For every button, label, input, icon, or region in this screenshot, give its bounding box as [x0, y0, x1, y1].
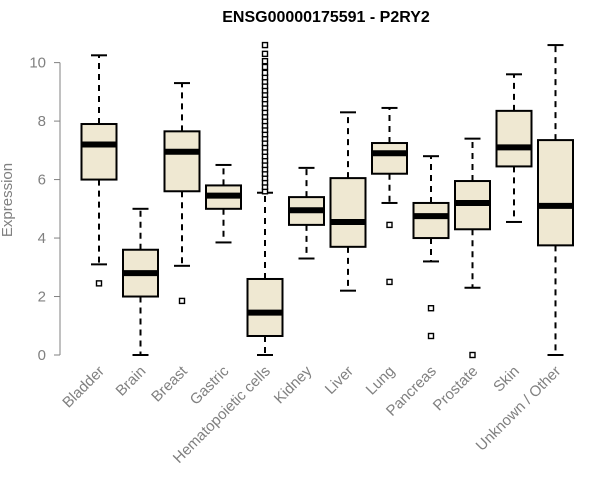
- x-tick-label: Brain: [113, 363, 150, 400]
- outlier-point: [178, 297, 186, 305]
- outlier-point: [386, 221, 393, 229]
- x-tick-label: Lung: [363, 363, 399, 399]
- y-axis: 0 2 4 6 8 10: [29, 55, 61, 364]
- y-axis-label: Expression: [0, 163, 16, 237]
- iqr-box: [163, 130, 201, 193]
- box-breast: [163, 82, 201, 305]
- x-tick-label: Liver: [322, 363, 357, 398]
- outlier-point: [261, 69, 269, 77]
- box-hematopoietic-cells: [246, 41, 284, 356]
- iqr-box: [495, 109, 533, 168]
- box-gastric: [205, 163, 242, 244]
- y-tick-label: 10: [29, 55, 46, 72]
- x-tick-label: Bladder: [59, 363, 108, 412]
- iqr-box: [412, 201, 450, 240]
- box-liver: [329, 111, 367, 292]
- outlier-point: [261, 57, 269, 65]
- outlier-point: [261, 63, 269, 71]
- box-brain: [122, 207, 159, 356]
- box-prostate: [454, 137, 491, 359]
- box-bladder: [80, 54, 118, 287]
- box-pancreas: [412, 155, 450, 340]
- chart-title: ENSG00000175591 - P2RY2: [222, 9, 430, 26]
- y-tick-label: 2: [38, 289, 46, 306]
- iqr-box: [329, 177, 367, 248]
- x-tick-label: Prostate: [430, 363, 482, 415]
- outlier-point: [261, 41, 269, 49]
- y-tick-label: 0: [38, 347, 46, 364]
- iqr-box: [537, 139, 574, 247]
- box-lung: [371, 106, 408, 286]
- x-tick-label: Breast: [148, 362, 191, 405]
- box-skin: [495, 73, 533, 223]
- outlier-point: [427, 332, 435, 340]
- y-tick-label: 6: [38, 172, 46, 189]
- iqr-box: [80, 123, 118, 181]
- outlier-point: [427, 305, 435, 312]
- outlier-point: [469, 351, 476, 359]
- box-unknown-other: [537, 44, 574, 356]
- iqr-box: [246, 277, 284, 337]
- outlier-point: [95, 280, 103, 287]
- x-tick-label: Kidney: [271, 362, 316, 407]
- outlier-point: [261, 50, 269, 58]
- iqr-box: [371, 142, 408, 175]
- y-tick-label: 8: [38, 113, 46, 130]
- x-tick-label: Skin: [490, 363, 523, 396]
- plot-area: [80, 41, 574, 359]
- box-kidney: [288, 166, 325, 260]
- y-tick-label: 4: [38, 230, 46, 247]
- outlier-point: [386, 278, 393, 286]
